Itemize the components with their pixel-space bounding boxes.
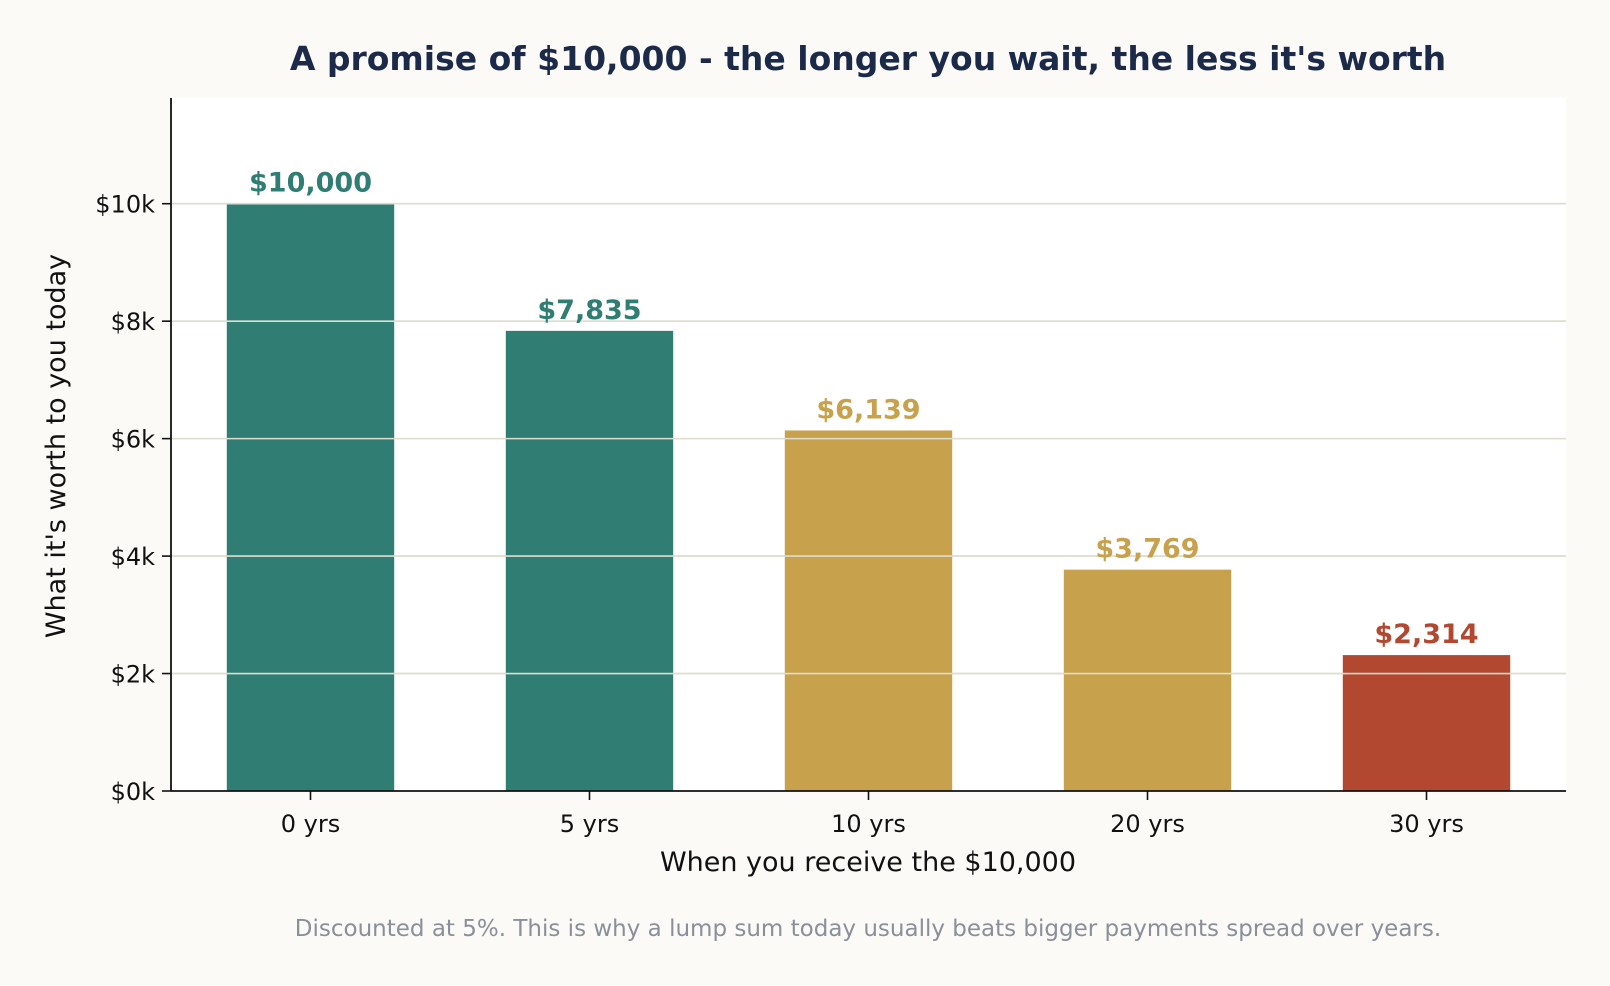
footnote: Discounted at 5%. This is why a lump sum… (295, 916, 1441, 942)
y-tick-label: $2k (111, 661, 156, 689)
x-tick-label: 30 yrs (1389, 810, 1464, 838)
x-tick-label: 0 yrs (281, 810, 340, 838)
x-axis-label: When you receive the $10,000 (660, 847, 1076, 878)
y-tick-label: $4k (111, 543, 156, 571)
bar-value-label: $7,835 (537, 295, 641, 326)
tick-labels: $0k $2k $4k $6k $8k $10k 0 yrs 5 yrs 10 yrs 20 yr… (95, 191, 1464, 838)
y-axis-label: What it's worth to you today (41, 254, 72, 638)
bar (226, 203, 395, 792)
x-tick-label: 5 yrs (560, 810, 619, 838)
bar (784, 430, 953, 791)
bar-value-label: $3,769 (1095, 534, 1199, 565)
bar-value-label: $6,139 (816, 394, 920, 425)
x-tick-label: 20 yrs (1110, 810, 1185, 838)
x-tick-label: 10 yrs (831, 810, 906, 838)
bar (1342, 655, 1511, 791)
bar-value-label: $2,314 (1374, 619, 1478, 650)
chart-title: A promise of $10,000 - the longer you wa… (290, 39, 1446, 78)
y-tick-label: $6k (111, 426, 156, 454)
bar (1063, 569, 1232, 791)
y-tick-label: $0k (111, 778, 156, 806)
axes (162, 98, 1566, 800)
value-labels: $10,000 $7,835 $6,139 $3,769 $2,314 (249, 168, 1479, 650)
bar-value-label: $10,000 (249, 168, 372, 199)
bars (226, 203, 1511, 792)
y-tick-label: $8k (111, 308, 156, 336)
y-tick-label: $10k (95, 191, 155, 219)
grid-lines-over-bars (171, 202, 1566, 675)
bar (505, 330, 674, 791)
